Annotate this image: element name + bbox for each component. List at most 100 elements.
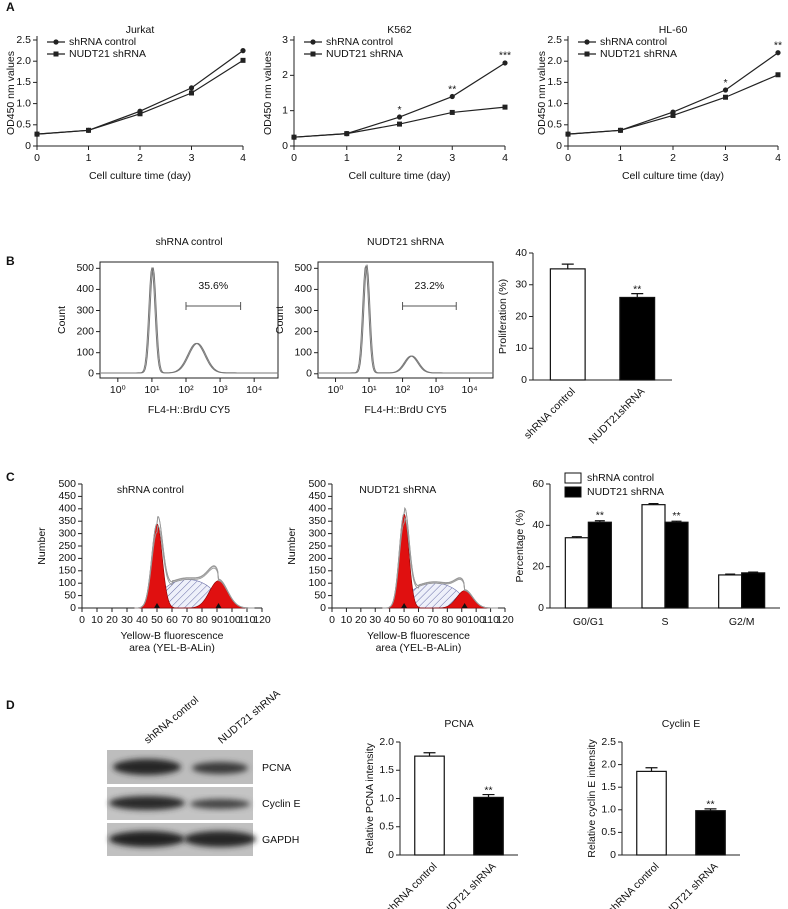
marker <box>722 87 729 93</box>
marker <box>344 131 350 137</box>
x-tick-label: 0 <box>79 614 85 626</box>
x-tick-label: 100 <box>467 614 485 626</box>
x-axis-label: Cell culture time (day) <box>89 170 191 182</box>
x-axis-label: Cell culture time (day) <box>622 170 724 182</box>
y-axis-label: Proliferation (%) <box>497 279 509 354</box>
y-tick-label: 3 <box>282 34 288 46</box>
annotation: ** <box>633 283 641 295</box>
y-tick-label: 0 <box>556 140 562 152</box>
x-tick-label: 0 <box>291 152 297 164</box>
x-tick-label: 2 <box>397 152 403 164</box>
x-tick-label: 50 <box>398 614 410 626</box>
error-bar <box>423 752 436 757</box>
y-tick-label: 1 <box>282 104 288 116</box>
x-tick-label: 20 <box>106 614 118 626</box>
x-tick-label: 1 <box>618 152 624 164</box>
peak-marker <box>154 603 160 608</box>
y-tick-label: 2.0 <box>601 758 616 770</box>
bar <box>664 521 689 609</box>
chart-title: shRNA control <box>117 484 184 496</box>
legend-label: NUDT21 shRNA <box>69 48 146 60</box>
x-tick-label: 70 <box>181 614 193 626</box>
y-tick-label: 300 <box>308 527 326 539</box>
y-tick-label: 0 <box>521 374 527 386</box>
marker <box>137 111 143 117</box>
y-tick-label: 30 <box>515 279 527 291</box>
x-tick-label: 10² <box>395 384 411 396</box>
panel-label: B <box>6 254 15 268</box>
y-axis-label: Relative cyclin E intensity <box>586 739 598 858</box>
y-tick-label: 400 <box>308 503 326 515</box>
x-tick-label: 1 <box>344 152 350 164</box>
x-axis-label: FL4-H::BrdU CY5 <box>364 404 446 416</box>
marker <box>86 127 91 133</box>
x-tick-label: 40 <box>384 614 396 626</box>
annotation: ** <box>484 784 492 796</box>
y-tick-label: 100 <box>294 346 312 358</box>
legend-label: shRNA control <box>600 36 667 48</box>
error-bar <box>725 573 736 575</box>
x-tick-label: 70 <box>427 614 439 626</box>
y-tick-label: 200 <box>294 325 312 337</box>
legend-marker <box>584 51 590 57</box>
y-tick-label: 100 <box>58 577 76 589</box>
series-line <box>36 50 244 135</box>
y-tick-label: 50 <box>64 589 76 601</box>
x-tick-label: 10⁴ <box>461 384 477 396</box>
x-tick-label: 4 <box>502 152 508 164</box>
lane-label: NUDT21 shRNA <box>216 688 283 747</box>
x-tick-label: 120 <box>496 614 514 626</box>
y-tick-label: 100 <box>76 346 94 358</box>
y-tick-label: 0.5 <box>379 821 394 833</box>
chart-title: Cyclin E <box>662 718 701 730</box>
chart-title: shRNA control <box>155 236 222 248</box>
y-tick-label: 2 <box>282 69 288 81</box>
y-tick-label: 40 <box>515 247 527 259</box>
y-tick-label: 1.0 <box>379 792 394 804</box>
histogram-curve <box>319 264 492 374</box>
blot-band <box>109 831 185 847</box>
x-tick-label: 40 <box>136 614 148 626</box>
y-tick-label: 300 <box>76 304 94 316</box>
y-tick-label: 0 <box>538 602 544 614</box>
y-tick-label: 500 <box>58 478 76 490</box>
y-axis-label: Number <box>36 527 48 565</box>
y-tick-label: 300 <box>58 527 76 539</box>
x-tick-label: 10⁴ <box>246 384 262 396</box>
y-tick-label: 2.5 <box>547 34 562 46</box>
y-tick-label: 450 <box>308 490 326 502</box>
marker <box>240 57 246 63</box>
y-tick-label: 200 <box>308 552 326 564</box>
y-tick-label: 2.0 <box>547 55 562 67</box>
x-tick-label: 90 <box>211 614 223 626</box>
marker <box>396 114 403 120</box>
error-bar <box>561 263 574 269</box>
error-bar <box>645 767 658 772</box>
y-tick-label: 1.5 <box>379 764 394 776</box>
y-tick-label: 20 <box>515 310 527 322</box>
marker <box>723 94 728 100</box>
peak-marker <box>461 603 468 608</box>
y-tick-label: 250 <box>308 540 326 552</box>
y-tick-label: 200 <box>76 325 94 337</box>
chart-title: NUDT21 shRNA <box>359 484 436 496</box>
x-tick-label: 10 <box>91 614 103 626</box>
x-tick-label: 30 <box>121 614 133 626</box>
x-tick-label: 20 <box>355 614 367 626</box>
marker <box>189 90 194 96</box>
x-tick-label: 60 <box>166 614 178 626</box>
x-tick-label: 10³ <box>212 384 228 396</box>
x-tick-label: 10² <box>178 384 194 396</box>
y-tick-label: 60 <box>532 478 544 490</box>
y-tick-label: 1.5 <box>16 76 31 88</box>
error-bar <box>748 571 759 573</box>
marker <box>670 112 676 118</box>
x-tick-label: 110 <box>482 614 499 626</box>
bar <box>473 796 504 856</box>
x-tick-label: 0 <box>565 152 571 164</box>
marker <box>502 104 508 110</box>
x-tick-label: 0 <box>34 152 40 164</box>
y-tick-label: 0 <box>388 849 394 861</box>
y-tick-label: 50 <box>314 589 326 601</box>
y-tick-label: 2.0 <box>379 736 394 748</box>
